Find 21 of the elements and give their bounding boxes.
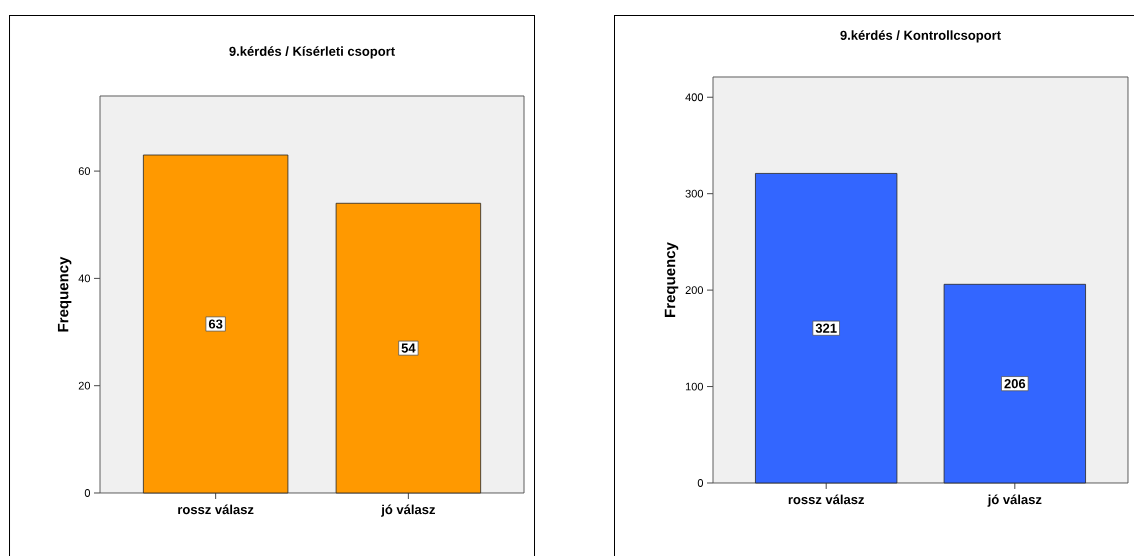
chart-title: 9.kérdés / Kísérleti csoport [229, 46, 395, 59]
data-label: 54 [401, 343, 416, 353]
y-tick-label: 100 [685, 382, 704, 391]
x-tick-label: rossz válasz [178, 504, 254, 515]
y-axis-title: Frequency [57, 256, 72, 332]
data-label: 206 [1004, 379, 1026, 389]
y-tick-label: 400 [685, 93, 704, 102]
data-label: 63 [208, 319, 223, 329]
y-tick-label: 200 [685, 286, 704, 295]
y-axis-title: Frequency [664, 242, 679, 317]
x-tick-label: rossz válasz [788, 494, 865, 505]
y-tick-label: 300 [685, 189, 704, 198]
x-tick-label: jó válasz [381, 504, 435, 517]
y-tick-label: 40 [78, 274, 91, 283]
y-tick-label: 0 [697, 479, 704, 487]
x-tick-label: jó válasz [987, 494, 1042, 507]
chart-title: 9.kérdés / Kontrollcsoport [840, 30, 1001, 43]
data-label: 321 [815, 323, 837, 333]
y-tick-label: 0 [84, 489, 91, 497]
y-tick-label: 20 [78, 381, 91, 390]
y-tick-label: 60 [78, 167, 91, 175]
